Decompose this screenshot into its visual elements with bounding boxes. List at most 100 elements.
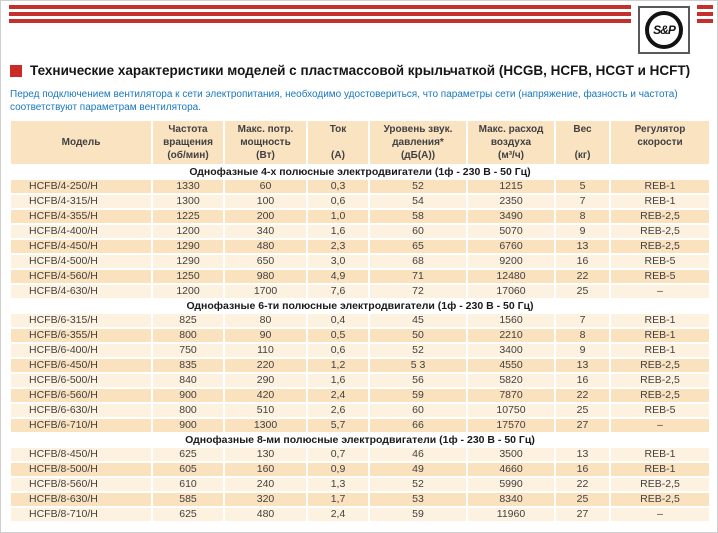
section-title-row: Однофазные 6-ти полюсные электродвигател…	[11, 300, 709, 312]
value-cell: 7	[556, 195, 609, 208]
model-cell: HCFB/4-630/H	[11, 285, 151, 298]
column-header-line: воздуха	[490, 137, 532, 148]
value-cell: 25	[556, 404, 609, 417]
value-cell: 66	[370, 419, 466, 432]
section-title-row: Однофазные 4-х полюсные электродвигатели…	[11, 166, 709, 178]
value-cell: 625	[153, 508, 223, 521]
table-row: HCFB/6-400/H 750 110 0,6 52 3400 9 REB-1	[11, 344, 709, 357]
table-row: HCFB/6-500/H 840 290 1,6 56 5820 16 REB-2,5	[11, 374, 709, 387]
model-cell: HCFB/4-355/H	[11, 210, 151, 223]
section-heading-row: Технические характеристики моделей с пла…	[10, 63, 715, 78]
value-cell: 17570	[468, 419, 554, 432]
table-row: HCFB/8-450/H 625 130 0,7 46 3500 13 REB-1	[11, 448, 709, 461]
value-cell: 5820	[468, 374, 554, 387]
value-cell: REB-5	[611, 404, 709, 417]
column-header-line: (дБ(А))	[400, 150, 436, 161]
value-cell: 4550	[468, 359, 554, 372]
value-cell: 1,7	[308, 493, 368, 506]
value-cell: REB-1	[611, 195, 709, 208]
column-header: Модель	[11, 121, 151, 164]
table-row: HCFB/8-560/H 610 240 1,3 52 5990 22 REB-2,5	[11, 478, 709, 491]
value-cell: 3400	[468, 344, 554, 357]
value-cell: 65	[370, 240, 466, 253]
model-cell: HCFB/6-560/H	[11, 389, 151, 402]
value-cell: 11960	[468, 508, 554, 521]
table-row: HCFB/6-560/H 900 420 2,4 59 7870 22 REB-2,5	[11, 389, 709, 402]
value-cell: REB-1	[611, 314, 709, 327]
value-cell: 2,4	[308, 389, 368, 402]
model-cell: HCFB/6-400/H	[11, 344, 151, 357]
value-cell: 420	[225, 389, 306, 402]
column-header: Регулятор скорости	[611, 121, 709, 164]
value-cell: 130	[225, 448, 306, 461]
value-cell: 0,6	[308, 195, 368, 208]
value-cell: REB-1	[611, 344, 709, 357]
column-header-line	[12, 149, 150, 162]
table-row: HCFB/6-450/H 835 220 1,2 5 3 4550 13 REB-2,5	[11, 359, 709, 372]
value-cell: 1200	[153, 285, 223, 298]
value-cell: 110	[225, 344, 306, 357]
value-cell: 1200	[153, 225, 223, 238]
value-cell: 22	[556, 389, 609, 402]
value-cell: 0,3	[308, 180, 368, 193]
value-cell: 60	[225, 180, 306, 193]
model-cell: HCFB/8-500/H	[11, 463, 151, 476]
model-cell: HCFB/6-450/H	[11, 359, 151, 372]
value-cell: 27	[556, 508, 609, 521]
value-cell: 1,0	[308, 210, 368, 223]
value-cell: 0,6	[308, 344, 368, 357]
value-cell: 56	[370, 374, 466, 387]
red-stripe	[697, 19, 713, 23]
value-cell: 7870	[468, 389, 554, 402]
model-cell: HCFB/8-710/H	[11, 508, 151, 521]
value-cell: 1330	[153, 180, 223, 193]
value-cell: 27	[556, 419, 609, 432]
red-stripe	[9, 5, 631, 9]
value-cell: 54	[370, 195, 466, 208]
value-cell: 2350	[468, 195, 554, 208]
model-cell: HCFB/4-450/H	[11, 240, 151, 253]
value-cell: 980	[225, 270, 306, 283]
value-cell: 71	[370, 270, 466, 283]
value-cell: REB-2,5	[611, 359, 709, 372]
value-cell: 4660	[468, 463, 554, 476]
table-row: HCFB/8-710/H 625 480 2,4 59 11960 27–	[11, 508, 709, 521]
value-cell: 60	[370, 404, 466, 417]
model-cell: HCFB/4-250/H	[11, 180, 151, 193]
table-row: HCFB/4-250/H 1330 60 0,3 52 1215 5 REB-1	[11, 180, 709, 193]
table-row: HCFB/4-500/H 1290 650 3,0 68 9200 16 REB-5	[11, 255, 709, 268]
value-cell: 320	[225, 493, 306, 506]
column-header: Частота вращения (об/мин)	[153, 121, 223, 164]
value-cell: 1215	[468, 180, 554, 193]
value-cell: 1560	[468, 314, 554, 327]
section-title: Однофазные 8-ми полюсные электродвигател…	[11, 434, 709, 446]
table-row: HCFB/8-500/H 605 160 0,9 49 4660 16 REB-1	[11, 463, 709, 476]
value-cell: 240	[225, 478, 306, 491]
value-cell: 59	[370, 389, 466, 402]
value-cell: 22	[556, 478, 609, 491]
table-row: HCFB/4-315/H 1300 100 0,6 54 2350 7 REB-1	[11, 195, 709, 208]
model-cell: HCFB/8-630/H	[11, 493, 151, 506]
value-cell: 900	[153, 419, 223, 432]
value-cell: 2,4	[308, 508, 368, 521]
value-cell: 4,9	[308, 270, 368, 283]
model-cell: HCFB/6-315/H	[11, 314, 151, 327]
red-stripe	[9, 12, 631, 16]
column-header-line: (об/мин)	[167, 150, 209, 161]
value-cell: 1225	[153, 210, 223, 223]
spec-table-body: Однофазные 4-х полюсные электродвигатели…	[11, 166, 709, 521]
column-header-line: Ток	[329, 124, 347, 135]
column-header: Вес (кг)	[556, 121, 609, 164]
value-cell: 5070	[468, 225, 554, 238]
value-cell: 9	[556, 225, 609, 238]
value-cell: 52	[370, 478, 466, 491]
value-cell: 5 3	[370, 359, 466, 372]
value-cell: 1,3	[308, 478, 368, 491]
value-cell: REB-1	[611, 448, 709, 461]
column-header-line	[557, 136, 608, 149]
table-row: HCFB/6-710/H 900 1300 5,7 66 17570 27–	[11, 419, 709, 432]
value-cell: 22	[556, 270, 609, 283]
value-cell: REB-5	[611, 255, 709, 268]
value-cell: 50	[370, 329, 466, 342]
